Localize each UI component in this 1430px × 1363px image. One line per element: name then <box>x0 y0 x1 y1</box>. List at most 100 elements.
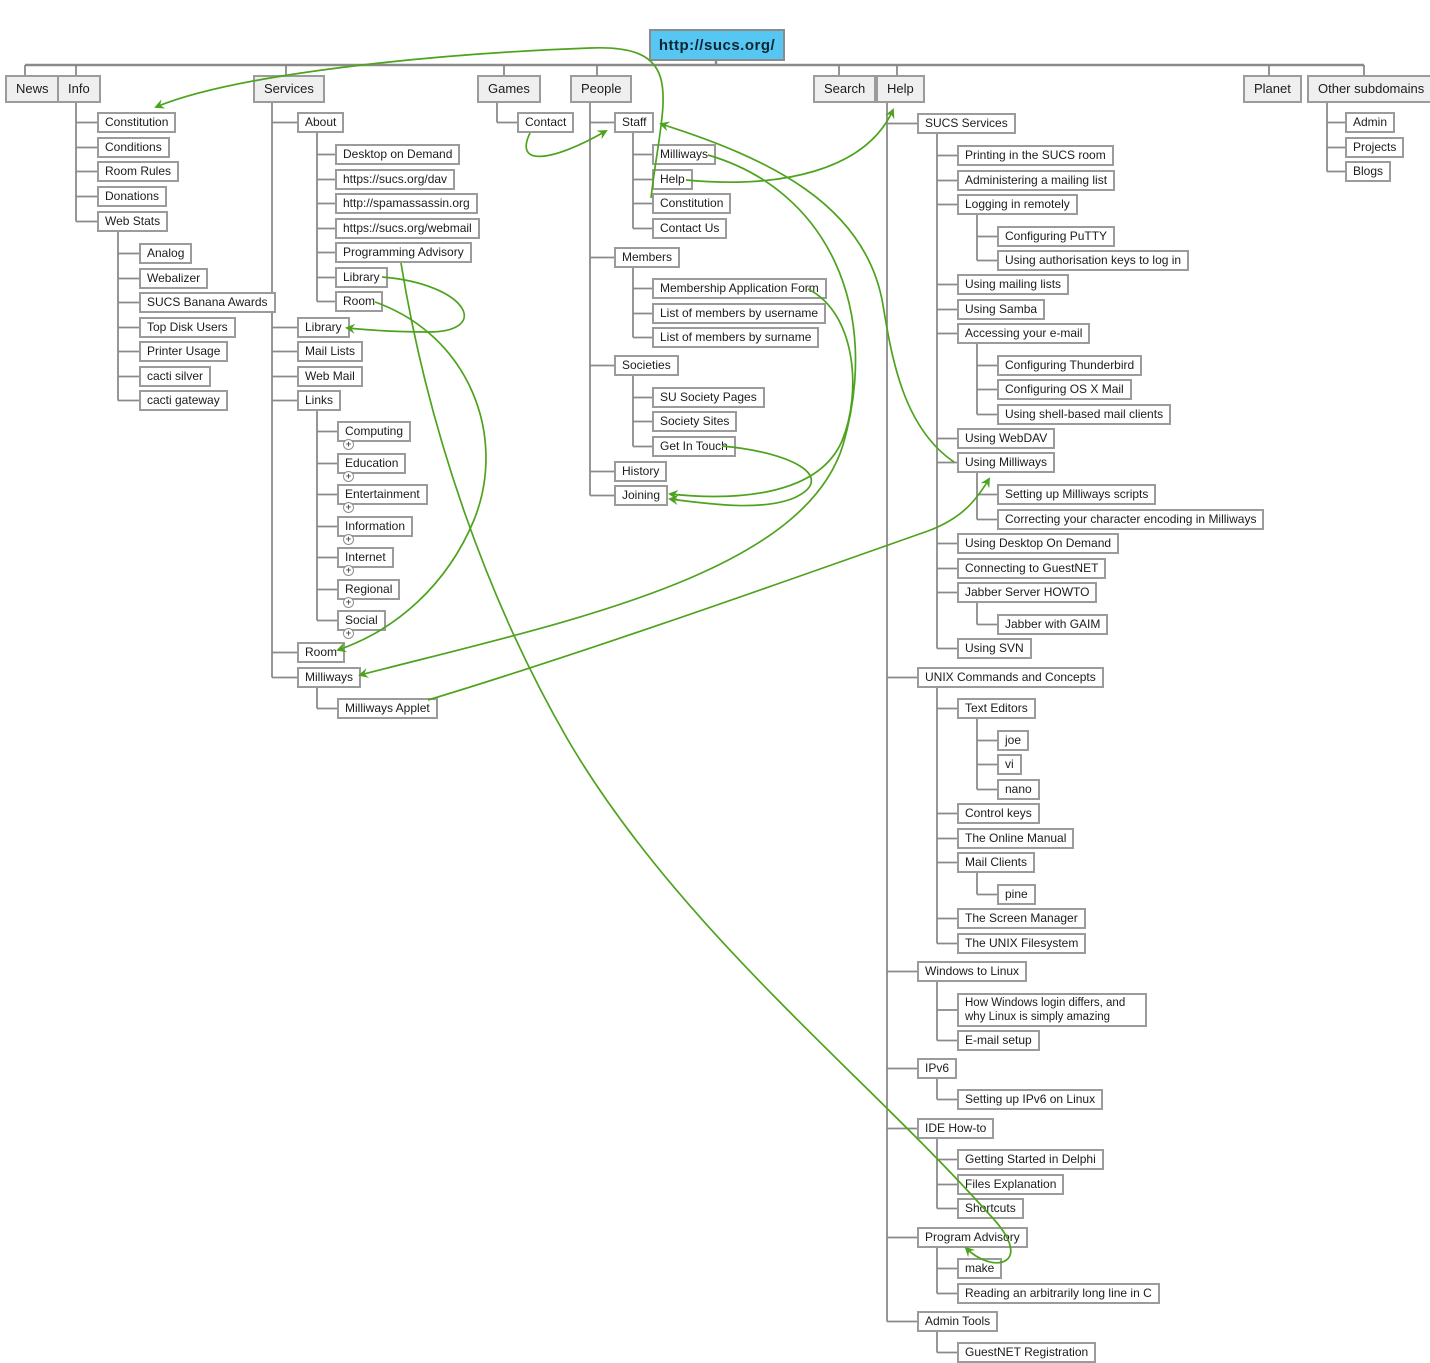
expand-icon[interactable]: + <box>343 502 354 513</box>
node-information[interactable]: Information + <box>337 516 414 545</box>
node-using-webdav[interactable]: Using WebDAV <box>957 428 1056 449</box>
node-reading-an-arbitrarily-long-line-in-c[interactable]: Reading an arbitrarily long line in C <box>957 1283 1160 1304</box>
node-societies[interactable]: Societies <box>614 355 679 376</box>
node-admin-tools[interactable]: Admin Tools <box>917 1311 999 1332</box>
node-the-online-manual[interactable]: The Online Manual <box>957 828 1075 849</box>
node-pine[interactable]: pine <box>997 884 1036 905</box>
node-education[interactable]: Education + <box>337 453 407 482</box>
node-using-authorisation-keys-to-log-in[interactable]: Using authorisation keys to log in <box>997 250 1190 271</box>
node-getting-started-in-delphi[interactable]: Getting Started in Delphi <box>957 1149 1104 1170</box>
node-logging-in-remotely[interactable]: Logging in remotely <box>957 194 1078 215</box>
node-constitution[interactable]: Constitution <box>97 112 177 133</box>
node-list-of-members-by-username[interactable]: List of members by username <box>652 303 827 324</box>
node-constitution[interactable]: Constitution <box>652 193 732 214</box>
node-internet[interactable]: Internet + <box>337 547 394 576</box>
node-printing-in-the-sucs-room[interactable]: Printing in the SUCS room <box>957 145 1114 166</box>
node-help[interactable]: Help <box>652 169 693 190</box>
node-https-sucs-org-dav[interactable]: https://sucs.org/dav <box>335 169 456 190</box>
node-milliways-applet[interactable]: Milliways Applet <box>337 698 438 719</box>
node-administering-a-mailing-list[interactable]: Administering a mailing list <box>957 170 1116 191</box>
node-links[interactable]: Links <box>297 390 342 411</box>
node-unix-commands-and-concepts[interactable]: UNIX Commands and Concepts <box>917 667 1104 688</box>
node-entertainment[interactable]: Entertainment + <box>337 484 428 513</box>
node-using-mailing-lists[interactable]: Using mailing lists <box>957 274 1070 295</box>
node-using-svn[interactable]: Using SVN <box>957 638 1032 659</box>
node-computing[interactable]: Computing + <box>337 421 412 450</box>
node-services[interactable]: Services <box>253 75 325 103</box>
root-node[interactable]: http://sucs.org/ <box>649 29 785 61</box>
node-admin[interactable]: Admin <box>1345 112 1396 133</box>
node-connecting-to-guestnet[interactable]: Connecting to GuestNET <box>957 558 1107 579</box>
node-configuring-putty[interactable]: Configuring PuTTY <box>997 226 1116 247</box>
node-http-spamassassin-org[interactable]: http://spamassassin.org <box>335 193 478 214</box>
node-membership-application-form[interactable]: Membership Application Form <box>652 278 827 299</box>
node-blogs[interactable]: Blogs <box>1345 161 1392 182</box>
node-correcting-your-character-encoding-in-milliways[interactable]: Correcting your character encoding in Mi… <box>997 509 1265 530</box>
node-vi[interactable]: vi <box>997 754 1022 775</box>
node-projects[interactable]: Projects <box>1345 137 1405 158</box>
node-info[interactable]: Info <box>57 75 101 103</box>
node-nano[interactable]: nano <box>997 779 1040 800</box>
node-contact-us[interactable]: Contact Us <box>652 218 728 239</box>
node-room[interactable]: Room <box>297 642 346 663</box>
node-history[interactable]: History <box>614 461 668 482</box>
node-library[interactable]: Library <box>297 317 350 338</box>
node-society-sites[interactable]: Society Sites <box>652 411 738 432</box>
node-members[interactable]: Members <box>614 247 681 268</box>
node-configuring-thunderbird[interactable]: Configuring Thunderbird <box>997 355 1143 376</box>
node-get-in-touch[interactable]: Get In Touch <box>652 436 736 457</box>
node-people[interactable]: People <box>570 75 633 103</box>
node-other-subdomains[interactable]: Other subdomains <box>1307 75 1430 103</box>
node-ipv6[interactable]: IPv6 <box>917 1058 958 1079</box>
node-regional[interactable]: Regional + <box>337 579 401 608</box>
node-printer-usage[interactable]: Printer Usage <box>139 341 229 362</box>
node-list-of-members-by-surname[interactable]: List of members by surname <box>652 327 820 348</box>
node-using-shell-based-mail-clients[interactable]: Using shell-based mail clients <box>997 404 1172 425</box>
node-contact[interactable]: Contact <box>517 112 575 133</box>
node-room-rules[interactable]: Room Rules <box>97 161 180 182</box>
node-files-explanation[interactable]: Files Explanation <box>957 1174 1065 1195</box>
node-sucs-services[interactable]: SUCS Services <box>917 113 1016 134</box>
node-sucs-banana-awards[interactable]: SUCS Banana Awards <box>139 292 276 313</box>
node-cacti-gateway[interactable]: cacti gateway <box>139 390 228 411</box>
expand-icon[interactable]: + <box>343 439 354 450</box>
node-joining[interactable]: Joining <box>614 485 669 506</box>
expand-icon[interactable]: + <box>343 597 354 608</box>
node-cacti-silver[interactable]: cacti silver <box>139 366 212 387</box>
node-mail-lists[interactable]: Mail Lists <box>297 341 364 362</box>
node-milliways[interactable]: Milliways <box>652 144 716 165</box>
node-analog[interactable]: Analog <box>139 243 193 264</box>
node-using-samba[interactable]: Using Samba <box>957 299 1046 320</box>
node-social[interactable]: Social + <box>337 610 386 639</box>
node-e-mail-setup[interactable]: E-mail setup <box>957 1030 1040 1051</box>
node-make[interactable]: make <box>957 1258 1003 1279</box>
node-webalizer[interactable]: Webalizer <box>139 268 209 289</box>
node-windows-to-linux[interactable]: Windows to Linux <box>917 961 1028 982</box>
node-https-sucs-org-webmail[interactable]: https://sucs.org/webmail <box>335 218 480 239</box>
node-staff[interactable]: Staff <box>614 112 655 133</box>
node-games[interactable]: Games <box>477 75 541 103</box>
node-accessing-your-e-mail[interactable]: Accessing your e-mail <box>957 323 1091 344</box>
node-room[interactable]: Room <box>335 291 384 312</box>
node-jabber-server-howto[interactable]: Jabber Server HOWTO <box>957 582 1098 603</box>
node-joe[interactable]: joe <box>997 730 1030 751</box>
node-search[interactable]: Search <box>813 75 877 103</box>
node-program-advisory[interactable]: Program Advisory <box>917 1227 1028 1248</box>
node-setting-up-milliways-scripts[interactable]: Setting up Milliways scripts <box>997 484 1157 505</box>
node-setting-up-ipv6-on-linux[interactable]: Setting up IPv6 on Linux <box>957 1089 1104 1110</box>
node-shortcuts[interactable]: Shortcuts <box>957 1198 1024 1219</box>
node-the-screen-manager[interactable]: The Screen Manager <box>957 908 1086 929</box>
node-about[interactable]: About <box>297 112 345 133</box>
node-news[interactable]: News <box>5 75 60 103</box>
node-su-society-pages[interactable]: SU Society Pages <box>652 387 765 408</box>
node-milliways[interactable]: Milliways <box>297 667 361 688</box>
node-ide-how-to[interactable]: IDE How-to <box>917 1118 995 1139</box>
node-configuring-os-x-mail[interactable]: Configuring OS X Mail <box>997 379 1132 400</box>
node-help[interactable]: Help <box>876 75 925 103</box>
node-mail-clients[interactable]: Mail Clients <box>957 852 1036 873</box>
node-top-disk-users[interactable]: Top Disk Users <box>139 317 236 338</box>
node-programming-advisory[interactable]: Programming Advisory <box>335 242 472 263</box>
node-desktop-on-demand[interactable]: Desktop on Demand <box>335 144 461 165</box>
node-web-mail[interactable]: Web Mail <box>297 366 363 387</box>
node-donations[interactable]: Donations <box>97 186 168 207</box>
